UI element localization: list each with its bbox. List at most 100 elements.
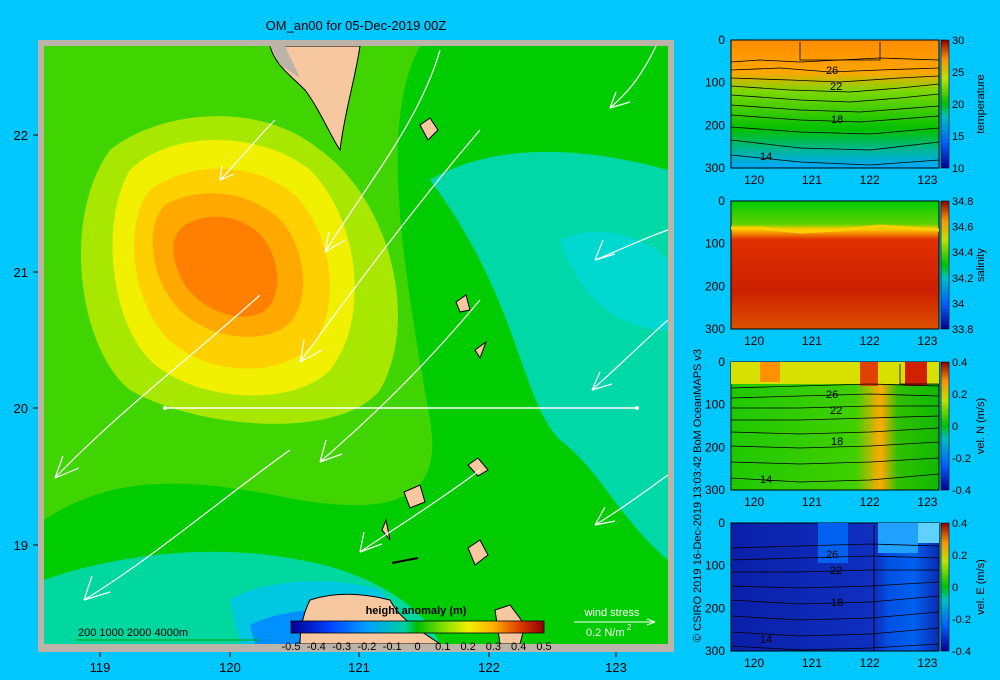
section-lon-tick: 121	[802, 656, 822, 670]
section-depth-tick: 100	[705, 398, 725, 412]
island-3	[467, 457, 489, 477]
section-colorbar-tick: 34.2	[952, 273, 973, 285]
vele-ylabel: vel. E (m/s)	[975, 559, 987, 615]
wind-stress-label: wind stress	[583, 607, 640, 619]
section-lon-tick: 122	[860, 173, 880, 187]
section-colorbar-tick: 34.4	[952, 247, 973, 259]
section-depth-tick: 300	[705, 644, 725, 658]
section-colorbar-tick: -0.2	[952, 453, 971, 465]
wind-scale-label: 0.2 N/m	[586, 627, 625, 639]
vele-contour-label: 26	[826, 549, 838, 561]
map-y-tick: 22	[14, 128, 28, 143]
section-colorbar-tick: -0.2	[952, 614, 971, 626]
colorbar-tick: -0.5	[282, 641, 301, 653]
section-depth-tick: 200	[705, 601, 725, 615]
section-lon-tick: 122	[860, 656, 880, 670]
colorbar-tick-labels: -0.5 -0.4 -0.3 -0.2 -0.1 0 0.1 0.2 0.3 0.4 0.5	[282, 641, 552, 653]
salinity-ylabel: salinity	[975, 248, 987, 282]
temp-contour-label: 26	[826, 65, 838, 77]
section-depth-tick: 0	[718, 516, 725, 530]
map-x-tick: 121	[348, 660, 370, 675]
temp-ylabel: temperature	[975, 74, 987, 133]
colorbar-tick: 0	[414, 641, 420, 653]
section-colorbar-tick: 0.4	[952, 518, 967, 530]
map-title: OM_an00 for 05-Dec-2019 00Z	[266, 18, 447, 33]
section-colorbar-tick: 34.6	[952, 222, 973, 234]
section-depth-tick: 200	[705, 118, 725, 132]
colorbar-tick: -0.3	[332, 641, 351, 653]
section-depth-tick: 200	[705, 279, 725, 293]
colorbar-title: height anomaly (m)	[366, 605, 467, 617]
vele-contour-label: 18	[831, 597, 843, 609]
section-colorbar-tick: 10	[952, 163, 964, 175]
section-colorbar-tick: 33.8	[952, 324, 973, 336]
section-lon-tick: 122	[860, 495, 880, 509]
section-depth-tick: 0	[718, 355, 725, 369]
island-1	[419, 117, 439, 141]
veln-contour-label: 26	[826, 389, 838, 401]
colorbar-tick: -0.4	[307, 641, 326, 653]
section-lon-tick: 121	[802, 334, 822, 348]
section-depth-tick: 0	[718, 194, 725, 208]
island-4	[403, 484, 426, 509]
section-colorbar-tick: 0	[952, 582, 958, 594]
section-panel-salinity: 33.8 34 34.2 34.4 34.6 34.8 salinity	[730, 196, 987, 336]
colorbar-tick: -0.1	[383, 641, 402, 653]
section-depth-tick: 100	[705, 559, 725, 573]
temp-contour-label: 14	[760, 151, 772, 163]
section-lon-tick: 120	[744, 656, 764, 670]
section-colorbar-tick: 25	[952, 67, 964, 79]
veln-contour-label: 22	[830, 405, 842, 417]
map-x-tick: 122	[478, 660, 500, 675]
section-depth-tick: 300	[705, 322, 725, 336]
section-lon-tick: 122	[860, 334, 880, 348]
section-colorbar-tick: 20	[952, 99, 964, 111]
section-colorbar-tick: 30	[952, 35, 964, 47]
section-depth-tick: 300	[705, 483, 725, 497]
colorbar-tick: 0.2	[460, 641, 475, 653]
veln-ylabel: vel. N (m/s)	[975, 398, 987, 454]
colorbar-tick: 0.5	[536, 641, 551, 653]
temp-contour-label: 18	[831, 114, 843, 126]
wind-scale-superscript: 2	[627, 623, 632, 632]
section-colorbar-tick: 15	[952, 131, 964, 143]
section-colorbar-tick: 0.2	[952, 389, 967, 401]
vele-contour-label: 22	[830, 565, 842, 577]
height-anomaly-colorbar	[290, 620, 545, 634]
map-y-tick: 20	[14, 401, 28, 416]
section-lon-tick: 120	[744, 495, 764, 509]
section-colorbar-tick: 34	[952, 298, 964, 310]
section-depth-tick: 0	[718, 33, 725, 47]
island-2	[455, 294, 471, 313]
section-panel-vel-n: 26 22 18 14 -0.4 -0.2 0 0.2 0.4 vel. N (m/s)	[730, 357, 987, 497]
anomaly-maximum	[173, 216, 278, 317]
map-x-tick-labels: 119 120 121 122 123	[90, 660, 627, 675]
credit-text: © CSIRO 2019 16-Dec-2019 13:03:42 BoM Oc…	[692, 349, 704, 642]
map-x-tick: 119	[90, 660, 111, 675]
map-y-tick: 19	[14, 538, 28, 553]
section-colorbar-tick: 34.8	[952, 196, 973, 208]
vele-contour-label: 14	[760, 634, 772, 646]
section-panel-vel-e: 26 22 18 14 -0.4 -0.2 0 0.2 0.4 vel. E (m/s)	[730, 518, 987, 658]
section-colorbar-tick: 0.2	[952, 550, 967, 562]
section-lon-tick: 120	[744, 173, 764, 187]
section-panel-temperature: 26 22 18 14 10 15 20 25 30 temperature	[730, 35, 987, 175]
section-depth-tick: 300	[705, 161, 725, 175]
depth-scale-label: 200 1000 2000 4000m	[78, 627, 188, 639]
temp-contour-label: 22	[830, 81, 842, 93]
main-map: 119 120 121 122 123 22 21 20 19 200 1000…	[14, 40, 674, 675]
section-lon-tick: 121	[802, 173, 822, 187]
wind-stress-vectors	[54, 46, 668, 601]
map-y-tick-labels: 22 21 20 19	[14, 128, 28, 553]
veln-contour-label: 18	[831, 436, 843, 448]
veln-contour-label: 14	[760, 474, 772, 486]
section-lon-tick: 123	[917, 656, 937, 670]
map-y-tick: 21	[14, 265, 28, 280]
colorbar-tick: 0.3	[486, 641, 501, 653]
section-colorbar-tick: 0	[952, 421, 958, 433]
section-lon-tick: 121	[802, 495, 822, 509]
section-colorbar-tick: 0.4	[952, 357, 967, 369]
colorbar-tick: 0.4	[511, 641, 526, 653]
section-lon-tick: 120	[744, 334, 764, 348]
